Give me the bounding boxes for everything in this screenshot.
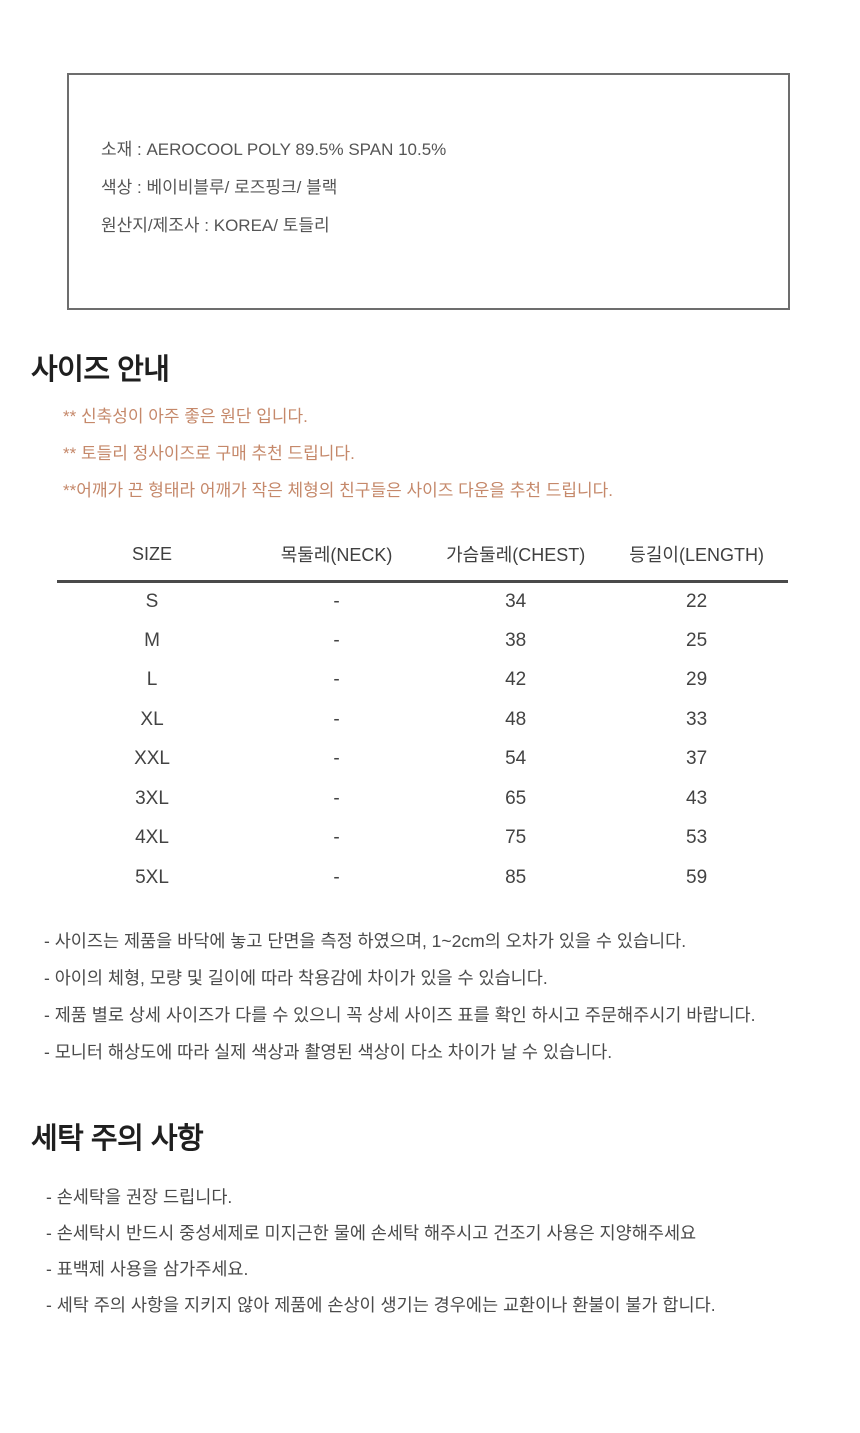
wash-care-title: 세탁 주의 사항 xyxy=(31,1123,204,1155)
cell-length: 29 xyxy=(686,669,708,691)
table-row: XL - 48 33 xyxy=(57,700,788,740)
disclaimer-line: - 아이의 체형, 모량 및 길이에 따라 착용감에 차이가 있을 수 있습니다… xyxy=(44,968,548,988)
cell-chest: 34 xyxy=(505,591,527,612)
table-row: 5XL - 85 59 xyxy=(57,858,788,898)
cell-length: 25 xyxy=(686,629,708,651)
cell-chest: 48 xyxy=(505,708,527,730)
cell-neck: - xyxy=(333,748,340,770)
highlight-note: ** 토들리 정사이즈로 구매 추천 드립니다. xyxy=(63,444,355,463)
cell-length: 37 xyxy=(686,748,708,770)
material-line: 소재 : AEROCOOL POLY 89.5% SPAN 10.5% xyxy=(101,140,447,159)
header-neck: 목둘레(NECK) xyxy=(247,541,427,583)
wash-note-line: - 세탁 주의 사항을 지키지 않아 제품에 손상이 생기는 경우에는 교환이나… xyxy=(46,1295,716,1315)
cell-chest: 38 xyxy=(505,629,527,651)
highlight-note: **어깨가 끈 형태라 어깨가 작은 체형의 친구들은 사이즈 다운을 추천 드… xyxy=(63,481,614,500)
cell-length: 59 xyxy=(686,866,708,888)
cell-size: S xyxy=(145,591,159,612)
table-row: XXL - 54 37 xyxy=(57,740,788,780)
cell-size: M xyxy=(144,629,160,651)
size-guide-highlights: ** 신축성이 아주 좋은 원단 입니다. ** 토들리 정사이즈로 구매 추천… xyxy=(63,407,613,518)
cell-neck: - xyxy=(333,629,340,651)
header-chest: 가슴둘레(CHEST) xyxy=(426,541,606,583)
cell-size: XL xyxy=(140,708,164,730)
table-row: S - 34 22 xyxy=(57,582,788,622)
table-row: L - 42 29 xyxy=(57,661,788,701)
cell-neck: - xyxy=(333,669,340,691)
cell-size: 5XL xyxy=(135,866,169,888)
cell-chest: 85 xyxy=(505,866,527,888)
cell-length: 22 xyxy=(686,591,708,612)
size-table-head: SIZE 목둘레(NECK) 가슴둘레(CHEST) 등길이(LENGTH) xyxy=(57,541,788,583)
cell-size: L xyxy=(146,669,158,691)
cell-neck: - xyxy=(333,708,340,730)
cell-size: XXL xyxy=(134,748,170,770)
cell-neck: - xyxy=(333,787,340,809)
size-guide-title: 사이즈 안내 xyxy=(31,354,170,386)
header-length: 등길이(LENGTH) xyxy=(605,541,788,583)
size-table-body: S - 34 22 M - 38 25 L - 42 29 XL - 48 xyxy=(57,582,788,898)
cell-length: 33 xyxy=(686,708,708,730)
cell-length: 43 xyxy=(686,787,708,809)
cell-length: 53 xyxy=(686,827,708,849)
header-size: SIZE xyxy=(57,541,248,583)
disclaimer-line: - 사이즈는 제품을 바닥에 놓고 단면을 측정 하였으며, 1~2cm의 오차… xyxy=(44,931,687,951)
table-row: 4XL - 75 53 xyxy=(57,819,788,859)
product-info-box: 소재 : AEROCOOL POLY 89.5% SPAN 10.5% 색상 :… xyxy=(67,73,790,310)
wash-care-notes: - 손세탁을 권장 드립니다. - 손세탁시 반드시 중성세제로 미지근한 물에… xyxy=(46,1187,716,1331)
wash-note-line: - 손세탁을 권장 드립니다. xyxy=(46,1187,233,1207)
cell-chest: 42 xyxy=(505,669,527,691)
color-line: 색상 : 베이비블루/ 로즈핑크/ 블랙 xyxy=(101,178,338,197)
size-disclaimers: - 사이즈는 제품을 바닥에 놓고 단면을 측정 하였으며, 1~2cm의 오차… xyxy=(44,931,756,1079)
wash-note-line: - 손세탁시 반드시 중성세제로 미지근한 물에 손세탁 해주시고 건조기 사용… xyxy=(46,1223,697,1243)
disclaimer-line: - 제품 별로 상세 사이즈가 다를 수 있으니 꼭 상세 사이즈 표를 확인 … xyxy=(44,1005,756,1025)
cell-size: 3XL xyxy=(135,787,169,809)
size-table-header-row: SIZE 목둘레(NECK) 가슴둘레(CHEST) 등길이(LENGTH) xyxy=(57,541,788,583)
cell-neck: - xyxy=(333,591,340,612)
cell-chest: 54 xyxy=(505,748,527,770)
cell-neck: - xyxy=(333,827,340,849)
size-table: SIZE 목둘레(NECK) 가슴둘레(CHEST) 등길이(LENGTH) S… xyxy=(57,541,788,898)
cell-chest: 65 xyxy=(505,787,527,809)
table-row: M - 38 25 xyxy=(57,621,788,661)
table-row: 3XL - 65 43 xyxy=(57,779,788,819)
highlight-note: ** 신축성이 아주 좋은 원단 입니다. xyxy=(63,407,308,426)
cell-neck: - xyxy=(333,866,340,888)
origin-line: 원산지/제조사 : KOREA/ 토들리 xyxy=(101,216,330,235)
cell-chest: 75 xyxy=(505,827,527,849)
wash-note-line: - 표백제 사용을 삼가주세요. xyxy=(46,1259,249,1279)
disclaimer-line: - 모니터 해상도에 따라 실제 색상과 촬영된 색상이 다소 차이가 날 수 … xyxy=(44,1042,613,1062)
cell-size: 4XL xyxy=(135,827,169,849)
